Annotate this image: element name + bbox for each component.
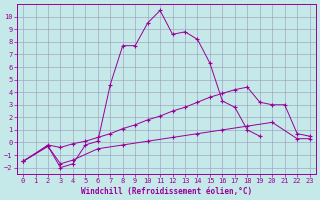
X-axis label: Windchill (Refroidissement éolien,°C): Windchill (Refroidissement éolien,°C) <box>81 187 252 196</box>
